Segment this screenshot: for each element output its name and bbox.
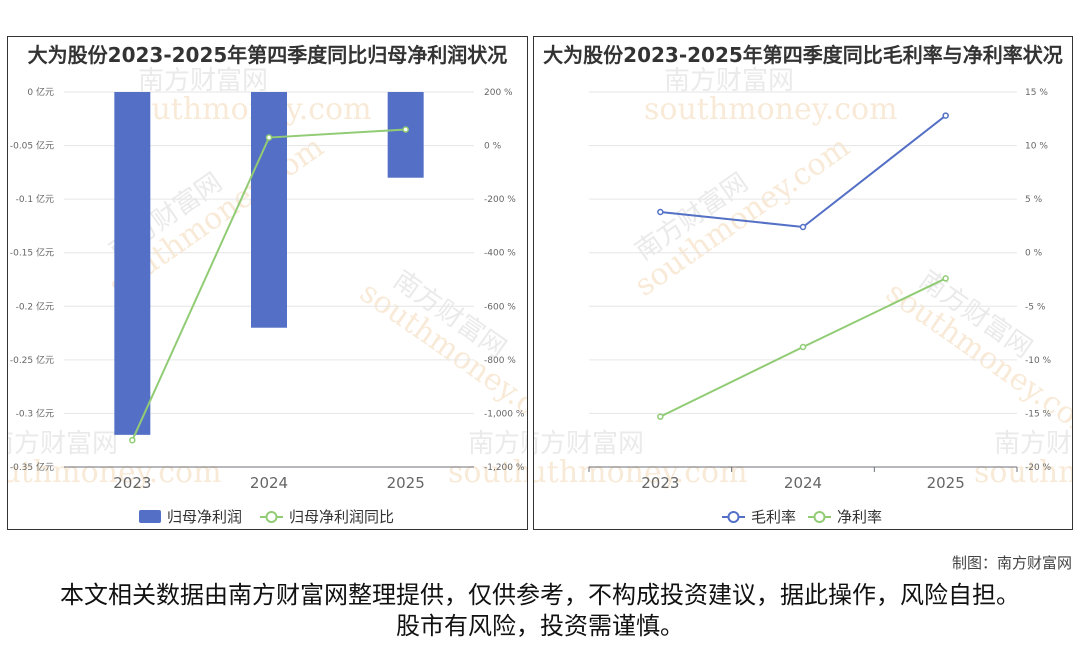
- y-right-tick-label: -1,000 %: [484, 409, 525, 419]
- disclaimer-text: 本文相关数据由南方财富网整理提供，仅供参考，不构成投资建议，据此操作，风险自担。…: [60, 581, 1020, 640]
- watermark-en: southmoney.com: [629, 129, 857, 303]
- line-point: [942, 112, 949, 119]
- y-right-tick-label: 10 %: [1025, 142, 1048, 152]
- left-chart-svg: southmoney.com南方财富网southmoney.com南方财富网so…: [8, 66, 528, 526]
- watermark-cn: 南方财富网: [468, 429, 528, 459]
- y-left-tick-label: -0.1 亿元: [16, 193, 54, 205]
- watermark-en: southmoney.com: [8, 455, 222, 490]
- watermark-cn: 南方财富网: [8, 429, 118, 459]
- line-point: [265, 134, 273, 141]
- line-point: [402, 126, 409, 133]
- y-right-tick-label: 0 %: [1025, 249, 1043, 259]
- watermark-en: southmoney.com: [974, 455, 1073, 490]
- y-right-tick-label: 5 %: [1025, 195, 1043, 205]
- watermark-cn: 南方财富网: [138, 66, 268, 96]
- line-point: [657, 413, 664, 420]
- y-left-tick-label: 0 亿元: [27, 86, 54, 98]
- x-tick-label: 2024: [250, 474, 288, 492]
- y-right-tick-label: 0 %: [484, 142, 502, 152]
- legend-bar-swatch: [139, 510, 161, 523]
- x-tick-label: 2023: [641, 474, 679, 492]
- bar: [387, 92, 424, 178]
- y-right-tick-label: 15 %: [1025, 88, 1048, 98]
- y-left-tick-label: -0.15 亿元: [10, 247, 54, 259]
- y-right-tick-label: -800 %: [484, 356, 516, 366]
- line-point: [942, 275, 949, 282]
- line-point: [799, 343, 807, 351]
- y-right-tick-label: -10 %: [1025, 356, 1052, 366]
- y-left-tick-label: -0.3 亿元: [16, 407, 54, 419]
- line-point: [129, 436, 136, 444]
- legend-net-marker: [813, 511, 826, 523]
- y-right-tick-label: -400 %: [484, 249, 516, 259]
- line-point: [657, 208, 664, 216]
- legend-line-marker: [265, 511, 278, 523]
- right-chart-title: 大为股份2023-2025年第四季度同比毛利率与净利率状况: [543, 43, 1063, 67]
- legend-bar-label: 归母净利润: [167, 508, 242, 526]
- right-chart-svg: southmoney.com南方财富网southmoney.com南方财富网so…: [534, 66, 1073, 526]
- y-left-tick-label: -0.25 亿元: [10, 354, 54, 366]
- legend-net-label: 净利率: [837, 508, 882, 526]
- y-left-tick-label: -0.2 亿元: [16, 300, 54, 312]
- bar: [251, 92, 287, 328]
- left-chart-title: 大为股份2023-2025年第四季度同比归母净利润状况: [27, 43, 508, 67]
- legend-gross-label: 毛利率: [751, 508, 796, 526]
- watermark-en: southmoney.com: [644, 92, 898, 127]
- legend-line-label: 归母净利润同比: [289, 508, 394, 526]
- watermark-en: southmoney.com: [534, 455, 748, 490]
- watermark-en: southmoney.com: [118, 92, 372, 127]
- y-left-tick-label: -0.05 亿元: [10, 140, 54, 152]
- left-chart-panel: 大为股份2023-2025年第四季度同比归母净利润状况 southmoney.c…: [7, 36, 528, 530]
- y-right-tick-label: -200 %: [484, 195, 516, 205]
- x-tick-label: 2025: [387, 474, 425, 492]
- bar: [114, 92, 151, 435]
- watermark-cn: 南方财富网: [994, 429, 1073, 459]
- x-tick-label: 2024: [784, 474, 822, 492]
- watermark-en: southmoney.com: [448, 455, 528, 490]
- y-right-tick-label: 200 %: [484, 88, 513, 98]
- y-right-tick-label: -20 %: [1025, 463, 1052, 473]
- y-left-tick-label: -0.35 亿元: [10, 461, 54, 473]
- y-right-tick-label: -5 %: [1025, 302, 1046, 312]
- y-right-tick-label: -1,200 %: [484, 463, 525, 473]
- y-right-tick-label: -15 %: [1025, 409, 1052, 419]
- y-right-tick-label: -600 %: [484, 302, 516, 312]
- x-tick-label: 2025: [927, 474, 965, 492]
- watermark-cn: 南方财富网: [534, 429, 644, 459]
- watermark-cn: 南方财富网: [664, 66, 794, 96]
- chart-credit: 制图：南方财富网: [951, 554, 1072, 572]
- line-point: [799, 223, 807, 231]
- x-tick-label: 2023: [113, 474, 151, 492]
- right-chart-panel: 大为股份2023-2025年第四季度同比毛利率与净利率状况 southmoney…: [533, 36, 1073, 530]
- legend-gross-marker: [727, 511, 740, 523]
